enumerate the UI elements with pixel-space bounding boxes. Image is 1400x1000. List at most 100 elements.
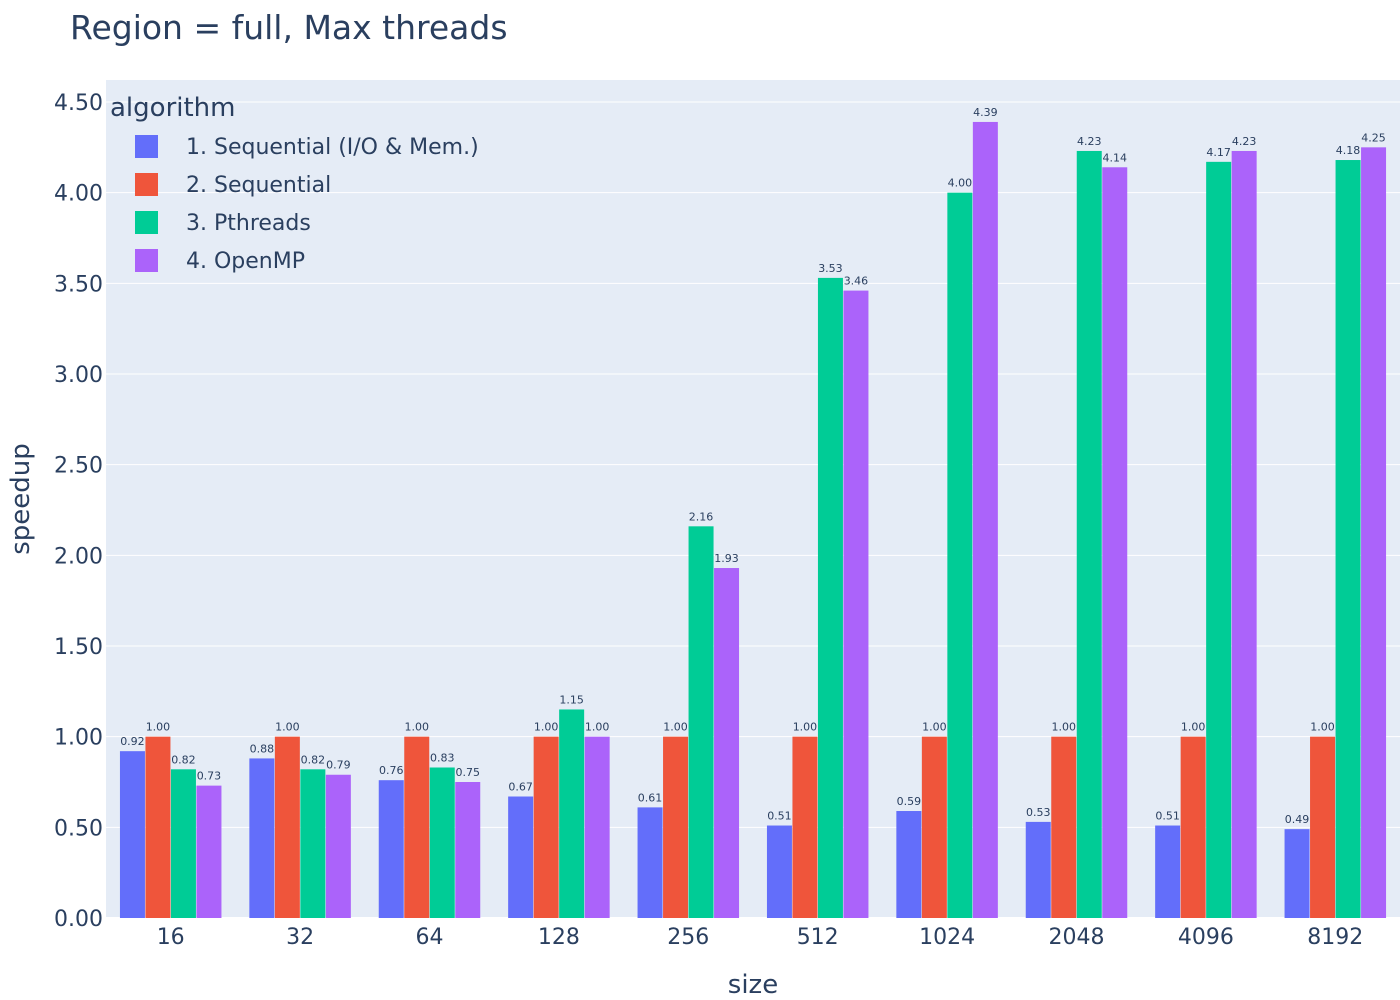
bar[interactable] [843, 290, 869, 918]
bar-value-label: 0.88 [250, 742, 275, 755]
bar[interactable] [249, 758, 275, 918]
x-tick-label: 4096 [1178, 925, 1234, 950]
legend-swatch [135, 211, 158, 234]
bar-value-label: 1.00 [405, 721, 430, 734]
bar[interactable] [637, 807, 663, 918]
bar[interactable] [1076, 150, 1102, 918]
bar[interactable] [1284, 829, 1310, 918]
legend-label: 2. Sequential [186, 173, 331, 198]
bar[interactable] [688, 526, 714, 918]
bar-value-label: 0.82 [301, 753, 326, 766]
legend-item[interactable]: 3. Pthreads [135, 211, 311, 236]
bar-value-label: 2.16 [689, 510, 714, 523]
bar-value-label: 4.00 [948, 177, 973, 190]
bar-value-label: 1.00 [663, 721, 688, 734]
bar[interactable] [1025, 821, 1051, 918]
bar[interactable] [1155, 825, 1181, 918]
y-tick-label: 2.50 [54, 454, 103, 479]
bar[interactable] [1310, 736, 1336, 918]
legend[interactable]: algorithm 1. Sequential (I/O & Mem.) 2. S… [110, 93, 479, 274]
bar[interactable] [170, 769, 196, 918]
bar[interactable] [559, 709, 585, 918]
bar-value-label: 0.73 [197, 770, 222, 783]
bar-value-label: 0.75 [456, 766, 481, 779]
bar[interactable] [817, 277, 843, 919]
bar[interactable] [429, 767, 455, 918]
bar-value-label: 0.79 [326, 759, 351, 772]
bar-value-label: 0.92 [120, 735, 145, 748]
bar[interactable] [792, 736, 818, 918]
bar-value-label: 1.00 [585, 721, 610, 734]
bar[interactable] [533, 736, 559, 918]
x-tick-label: 1024 [919, 925, 975, 950]
bar-value-label: 0.49 [1285, 813, 1310, 826]
bar[interactable] [325, 774, 351, 918]
bar-value-label: 0.59 [897, 795, 922, 808]
x-tick-label: 64 [416, 925, 444, 950]
chart-title: Region = full, Max threads [70, 8, 508, 47]
bar-value-label: 4.23 [1077, 135, 1102, 148]
bar-value-label: 0.51 [767, 810, 792, 823]
x-tick-label: 2048 [1049, 925, 1105, 950]
legend-item[interactable]: 2. Sequential [135, 173, 331, 198]
bar[interactable] [378, 780, 404, 918]
bar[interactable] [663, 736, 689, 918]
y-tick-label: 4.50 [54, 91, 103, 116]
bar[interactable] [1102, 167, 1128, 918]
x-axis-ticks: 16 32 64 128 256 512 1024 2048 4096 8192 [157, 925, 1364, 950]
y-tick-label: 3.00 [54, 363, 103, 388]
bar-value-label: 1.93 [714, 552, 739, 565]
bar[interactable] [921, 736, 947, 918]
bar-value-label: 1.00 [146, 721, 171, 734]
y-tick-label: 3.50 [54, 272, 103, 297]
bar-value-label: 4.17 [1206, 146, 1231, 159]
bar-value-label: 1.00 [793, 721, 818, 734]
bar-value-label: 4.14 [1103, 151, 1128, 164]
bar[interactable] [1051, 736, 1077, 918]
bar[interactable] [1180, 736, 1206, 918]
bar[interactable] [508, 796, 534, 918]
bar[interactable] [145, 736, 171, 918]
bar-labels-group: 0.921.000.820.730.881.000.82 0.79 0.761.00… [120, 106, 1386, 826]
bar[interactable] [119, 751, 145, 918]
legend-item[interactable]: 4. OpenMP [135, 249, 305, 274]
bar[interactable] [584, 736, 610, 918]
legend-swatch [135, 173, 158, 196]
bar-value-label: 0.51 [1155, 810, 1180, 823]
y-axis-ticks: 0.00 0.50 1.00 1.50 2.00 2.50 3.00 3.50 4.00 4.50 [54, 91, 103, 932]
bar[interactable] [274, 736, 300, 918]
bars-group [119, 121, 1387, 919]
x-axis-title: size [728, 970, 778, 1000]
bar[interactable] [947, 192, 973, 918]
bar-value-label: 1.15 [559, 693, 584, 706]
bar-value-label: 0.82 [171, 753, 196, 766]
bar-value-label: 0.61 [638, 791, 663, 804]
bar-value-label: 1.00 [1181, 721, 1206, 734]
bar[interactable] [1231, 150, 1257, 918]
bar[interactable] [896, 811, 922, 918]
legend-swatch [135, 249, 158, 272]
bar[interactable] [972, 121, 998, 919]
y-tick-label: 4.00 [54, 182, 103, 207]
bar[interactable] [1335, 160, 1361, 918]
bar-value-label: 1.00 [1052, 721, 1077, 734]
bar[interactable] [196, 785, 222, 918]
bar-value-label: 0.83 [430, 751, 455, 764]
bar[interactable] [1361, 147, 1387, 919]
bar[interactable] [714, 568, 740, 918]
bar[interactable] [766, 825, 792, 918]
bar[interactable] [300, 769, 326, 918]
x-tick-label: 128 [538, 925, 580, 950]
y-tick-label: 0.00 [54, 907, 103, 932]
bar-value-label: 4.23 [1232, 135, 1257, 148]
bar-value-label: 3.53 [818, 262, 843, 275]
bar[interactable] [455, 782, 481, 918]
bar-value-label: 1.00 [922, 721, 947, 734]
bar[interactable] [404, 736, 430, 918]
bar-value-label: 1.00 [534, 721, 559, 734]
x-tick-label: 32 [286, 925, 314, 950]
legend-label: 4. OpenMP [186, 249, 305, 274]
y-axis-title: speedup [6, 443, 36, 555]
bar[interactable] [1206, 161, 1232, 919]
legend-item[interactable]: 1. Sequential (I/O & Mem.) [135, 135, 479, 160]
